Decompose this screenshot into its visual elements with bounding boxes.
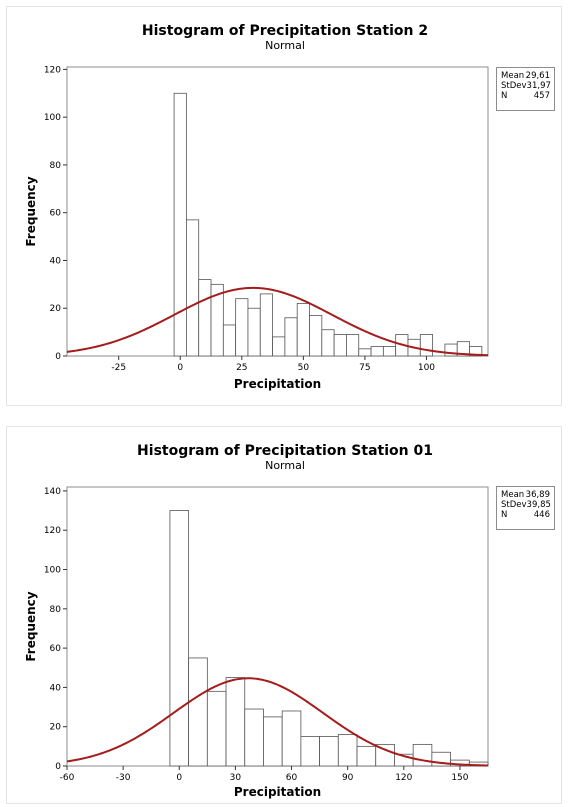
x-axis-label: Precipitation xyxy=(234,377,321,391)
x-tick-label: 0 xyxy=(177,363,183,373)
x-tick-label: 120 xyxy=(395,773,412,783)
chart-title: Histogram of Precipitation Station 01 xyxy=(137,443,433,459)
x-tick-label: -25 xyxy=(111,363,126,373)
histogram-bar xyxy=(169,510,190,767)
histogram-panel-station-2: Histogram of Precipitation Station 2 Norm… xyxy=(6,6,562,406)
x-tick-label: 50 xyxy=(298,363,310,373)
histogram-bar xyxy=(356,745,377,767)
stats-row-n: N 446 xyxy=(501,510,550,520)
stats-row-mean: Mean 29,61 xyxy=(501,71,550,81)
x-tick-label: 75 xyxy=(359,363,370,373)
histogram-bar xyxy=(346,334,360,357)
chart-subtitle: Normal xyxy=(265,39,305,52)
histogram-bar xyxy=(469,346,483,357)
y-tick-label: 140 xyxy=(44,487,61,497)
histogram-bar xyxy=(222,324,237,357)
histogram-bar xyxy=(198,279,212,357)
histogram-bar xyxy=(296,303,310,357)
histogram-bar xyxy=(235,298,249,357)
histogram-bar xyxy=(210,283,224,357)
histogram-bar xyxy=(321,329,335,357)
stats-box-station-2: Mean 29,61 StDev 31,97 N 457 xyxy=(496,67,555,111)
y-axis-label: Frequency xyxy=(24,176,38,246)
histogram-bar xyxy=(281,710,302,767)
histogram-bar xyxy=(337,734,358,767)
histogram-bar xyxy=(186,219,200,357)
x-tick-label: 100 xyxy=(418,363,435,373)
stats-box-station-01: Mean 36,89 StDev 39,85 N 446 xyxy=(496,486,555,530)
normal-fit-curve xyxy=(66,677,489,767)
histogram-bar xyxy=(319,736,339,767)
x-tick-label: -60 xyxy=(60,773,75,783)
y-tick-label: 60 xyxy=(50,644,62,654)
y-tick-label: 0 xyxy=(55,762,61,772)
x-tick-label: 60 xyxy=(286,773,298,783)
histogram-bar xyxy=(370,346,384,357)
histogram-panel-station-01: Histogram of Precipitation Station 01 Nor… xyxy=(6,426,562,804)
histogram-bar xyxy=(333,334,347,357)
x-tick-label: 25 xyxy=(236,363,247,373)
x-tick-label: 150 xyxy=(451,773,468,783)
stats-row-stdev: StDev 31,97 xyxy=(501,81,551,91)
histogram-bar xyxy=(247,307,261,357)
histogram-bar xyxy=(225,677,246,767)
y-tick-label: 100 xyxy=(44,566,61,576)
histogram-bar xyxy=(300,736,320,767)
histogram-bar xyxy=(173,92,187,357)
histogram-bar xyxy=(419,334,434,357)
x-tick-label: 90 xyxy=(342,773,354,783)
stats-row-stdev: StDev 39,85 xyxy=(501,500,551,510)
y-tick-label: 20 xyxy=(50,304,62,314)
histogram-bar xyxy=(272,336,286,357)
y-tick-label: 120 xyxy=(44,65,61,75)
histogram-station-2-svg: Histogram of Precipitation Station 2Norm… xyxy=(24,23,489,391)
histogram-bar xyxy=(358,348,372,357)
y-tick-label: 80 xyxy=(50,605,62,615)
histogram-bar xyxy=(206,690,227,767)
histogram-bar xyxy=(382,346,397,357)
histogram-bar xyxy=(284,317,298,357)
normal-fit-curve xyxy=(66,286,489,357)
x-tick-label: 30 xyxy=(230,773,242,783)
histogram-bar xyxy=(309,314,323,357)
histogram-station-01-svg: Histogram of Precipitation Station 01Nor… xyxy=(24,443,489,799)
histogram-bar xyxy=(244,708,264,767)
x-axis-label: Precipitation xyxy=(234,785,321,799)
x-tick-label: 0 xyxy=(176,773,182,783)
plot-area xyxy=(66,66,489,357)
y-tick-label: 100 xyxy=(44,113,61,123)
x-tick-label: -30 xyxy=(116,773,131,783)
chart-title: Histogram of Precipitation Station 2 xyxy=(142,23,428,39)
y-tick-label: 40 xyxy=(50,683,62,693)
y-tick-label: 40 xyxy=(50,256,62,266)
histogram-bar xyxy=(188,657,208,767)
histogram-bar xyxy=(412,743,433,767)
histogram-bar xyxy=(263,716,283,767)
y-axis-label: Frequency xyxy=(24,591,38,661)
histogram-bar xyxy=(259,293,273,357)
y-tick-label: 80 xyxy=(50,161,62,171)
stats-row-n: N 457 xyxy=(501,91,550,101)
y-tick-label: 0 xyxy=(55,352,61,362)
stats-row-mean: Mean 36,89 xyxy=(501,490,550,500)
y-tick-label: 60 xyxy=(50,209,62,219)
y-tick-label: 20 xyxy=(50,723,62,733)
chart-subtitle: Normal xyxy=(265,459,305,472)
y-tick-label: 120 xyxy=(44,526,61,536)
